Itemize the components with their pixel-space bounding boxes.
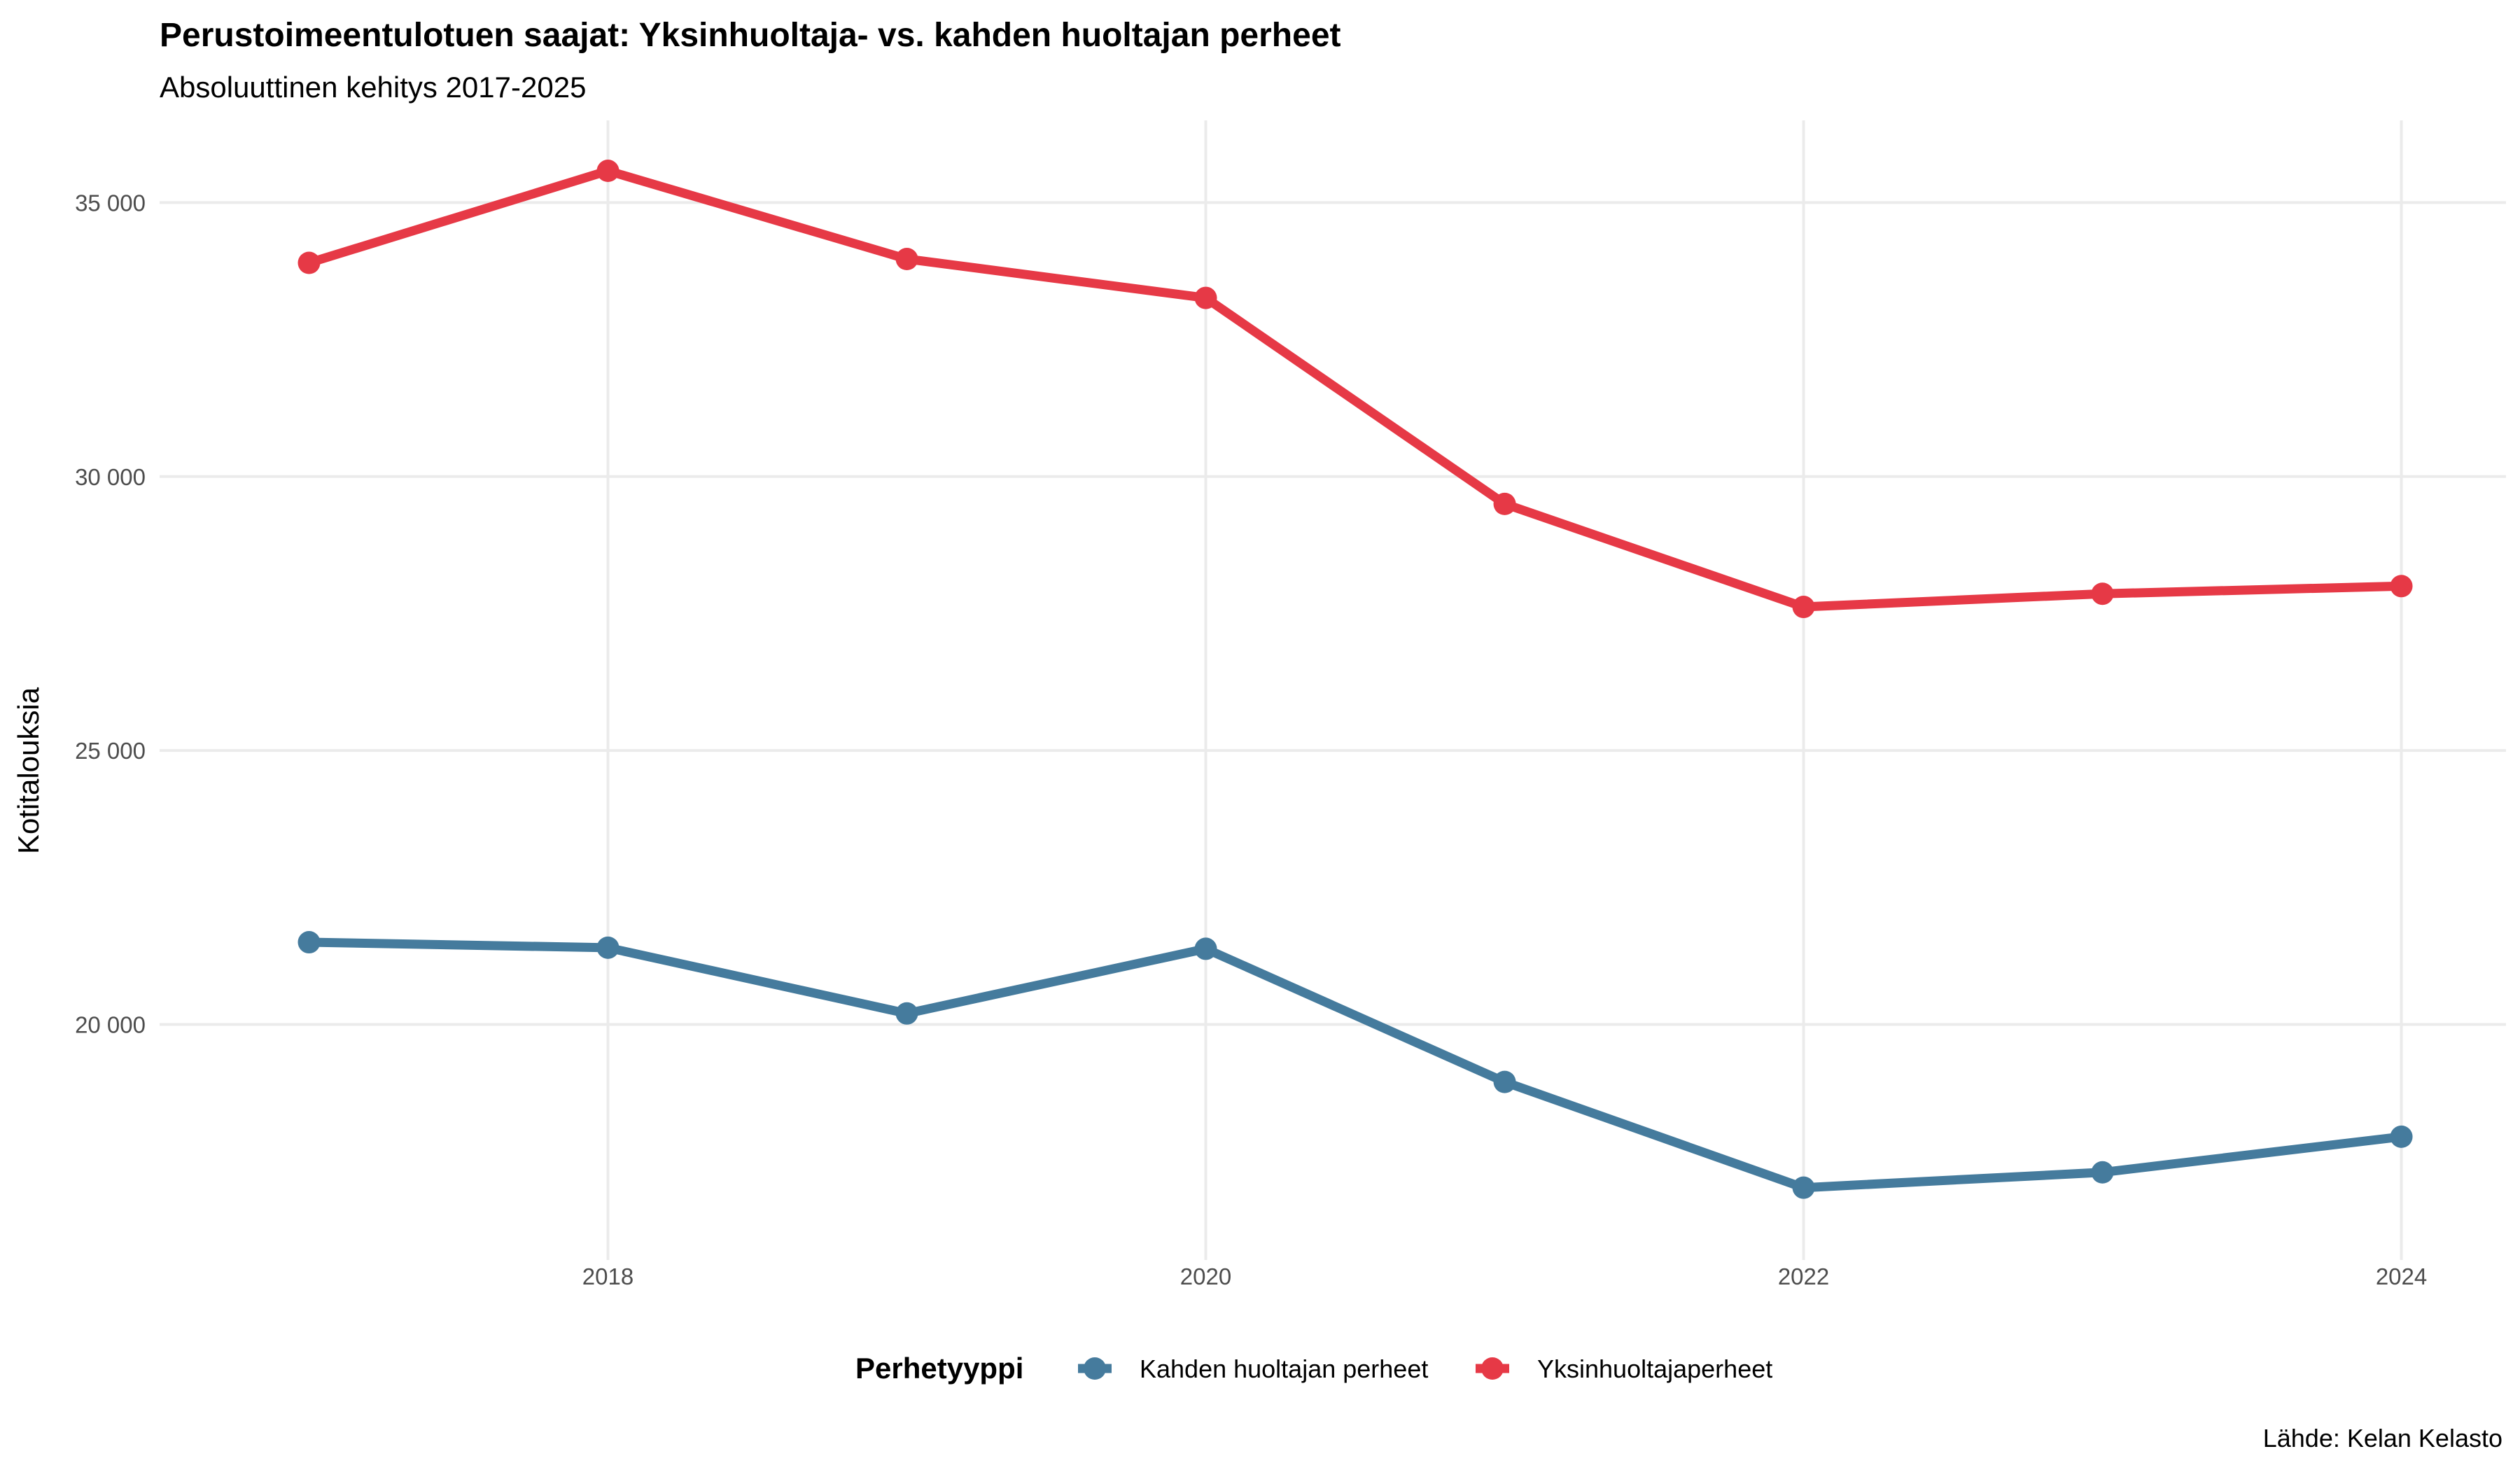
legend-title: Perhetyyppi (855, 1352, 1023, 1385)
y-tick-label: 30 000 (75, 464, 146, 490)
data-point-yksinhuoltajaperheet (1194, 286, 1217, 309)
data-point-kahden-huoltajan-perheet (596, 936, 620, 959)
legend: Perhetyyppi Kahden huoltajan perheet Yksi… (855, 1352, 1772, 1385)
x-tick-label: 2018 (582, 1264, 634, 1289)
legend-item-yksinhuoltajaperheet: Yksinhuoltajaperheet (1476, 1354, 1772, 1383)
legend-label: Yksinhuoltajaperheet (1537, 1354, 1772, 1383)
gridlines (160, 120, 2506, 1260)
data-point-kahden-huoltajan-perheet (2390, 1125, 2413, 1148)
series-points (298, 160, 2413, 1199)
plot-area (160, 120, 2506, 1260)
x-axis-ticks: 2018 2020 2022 2024 (582, 1264, 2427, 1289)
data-point-yksinhuoltajaperheet (895, 248, 918, 271)
data-point-yksinhuoltajaperheet (298, 251, 321, 274)
y-axis-ticks: 20 000 25 000 30 000 35 000 (75, 190, 146, 1037)
data-point-kahden-huoltajan-perheet (2091, 1161, 2114, 1184)
data-point-yksinhuoltajaperheet (596, 160, 620, 183)
data-point-yksinhuoltajaperheet (1792, 596, 1815, 619)
data-point-kahden-huoltajan-perheet (1792, 1176, 1815, 1199)
legend-item-kahden-huoltajan-perheet: Kahden huoltajan perheet (1078, 1354, 1428, 1383)
legend-items: Kahden huoltajan perheet Yksinhuoltajaper… (1078, 1354, 1772, 1383)
series-line-kahden-huoltajan-perheet (309, 937, 2402, 1193)
x-tick-label: 2020 (1180, 1264, 1231, 1289)
data-point-kahden-huoltajan-perheet (1493, 1070, 1516, 1093)
y-tick-label: 25 000 (75, 738, 146, 764)
data-point-kahden-huoltajan-perheet (895, 1002, 918, 1025)
data-point-yksinhuoltajaperheet (1493, 492, 1516, 515)
y-tick-label: 20 000 (75, 1011, 146, 1037)
x-tick-label: 2022 (1778, 1264, 1829, 1289)
legend-label: Kahden huoltajan perheet (1140, 1354, 1428, 1383)
chart-title: Perustoimeentulotuen saajat: Yksinhuolta… (160, 17, 1341, 54)
chart-caption: Lähde: Kelan Kelasto (2263, 1424, 2502, 1452)
series-line-yksinhuoltajaperheet (307, 166, 2402, 612)
legend-key-point (1481, 1357, 1504, 1380)
chart-subtitle: Absoluuttinen kehitys 2017-2025 (160, 71, 586, 104)
data-point-yksinhuoltajaperheet (2390, 575, 2413, 598)
x-tick-label: 2024 (2376, 1264, 2427, 1289)
y-tick-label: 35 000 (75, 190, 146, 216)
series-lines (307, 166, 2402, 1193)
y-axis-title: Kotitalouksia (12, 687, 45, 854)
legend-key-point (1084, 1357, 1106, 1380)
data-point-kahden-huoltajan-perheet (298, 931, 321, 954)
data-point-yksinhuoltajaperheet (2091, 582, 2114, 606)
data-point-kahden-huoltajan-perheet (1194, 937, 1217, 960)
